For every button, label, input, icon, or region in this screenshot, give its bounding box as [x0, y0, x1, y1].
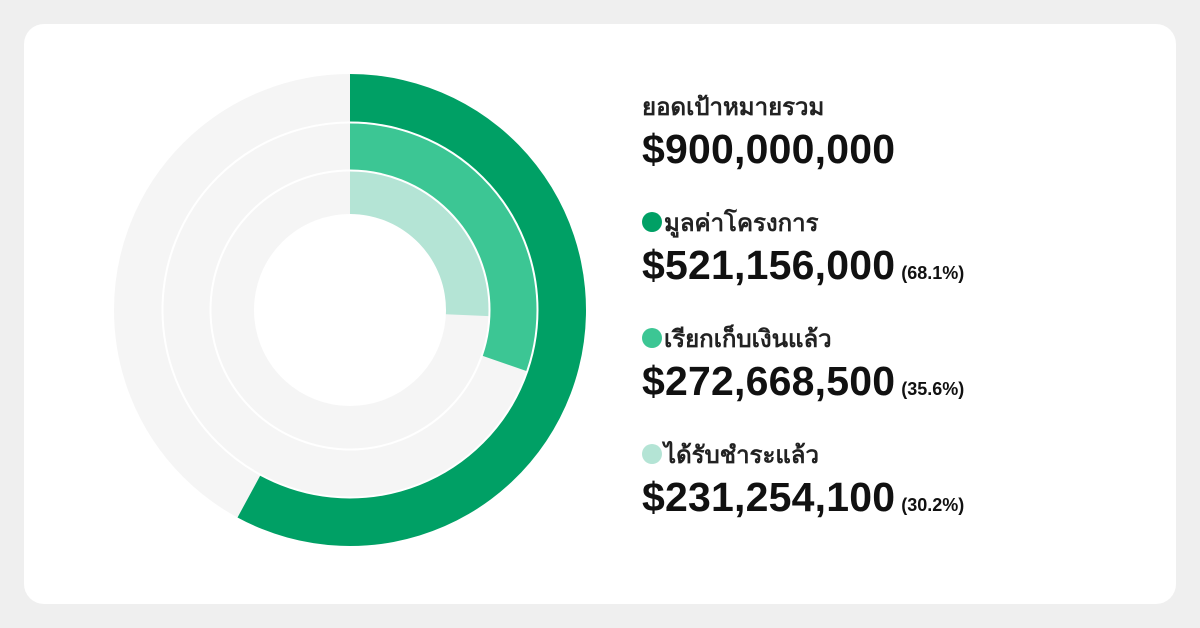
total-amount: $900,000,000 — [642, 126, 896, 172]
legend-amount-billed: $272,668,500 — [642, 358, 896, 404]
legend-dot-project-value — [642, 212, 662, 232]
total-label: ยอดเป้าหมายรวม — [642, 92, 825, 121]
legend-dot-billed — [642, 328, 662, 348]
legend-dot-received — [642, 444, 662, 464]
ring-separator-2 — [209, 169, 491, 451]
summary-card: ยอดเป้าหมายรวม $900,000,000 มูลค่าโครงกา… — [24, 24, 1176, 604]
legend-total: ยอดเป้าหมายรวม $900,000,000 — [642, 88, 964, 204]
ring-project-value-arc — [237, 74, 586, 546]
radial-ring-chart — [114, 74, 586, 546]
legend-label-received: ได้รับชำระแล้ว — [664, 440, 819, 469]
ring-separator-1 — [161, 121, 539, 499]
legend-amount-received: $231,254,100 — [642, 474, 896, 520]
legend-label-project-value: มูลค่าโครงการ — [664, 208, 819, 237]
ring-received-arc — [350, 171, 489, 317]
legend-percent-received: (30.2%) — [901, 495, 965, 515]
legend-percent-billed: (35.6%) — [901, 379, 965, 399]
legend-item-project-value: มูลค่าโครงการ $521,156,000 (68.1%) — [642, 204, 964, 320]
legend-item-billed: เรียกเก็บเงินแล้ว $272,668,500 (35.6%) — [642, 320, 964, 436]
legend: ยอดเป้าหมายรวม $900,000,000 มูลค่าโครงกา… — [642, 88, 964, 552]
legend-percent-project-value: (68.1%) — [901, 263, 965, 283]
legend-amount-project-value: $521,156,000 — [642, 242, 896, 288]
legend-label-billed: เรียกเก็บเงินแล้ว — [664, 324, 832, 353]
legend-item-received: ได้รับชำระแล้ว $231,254,100 (30.2%) — [642, 436, 964, 552]
